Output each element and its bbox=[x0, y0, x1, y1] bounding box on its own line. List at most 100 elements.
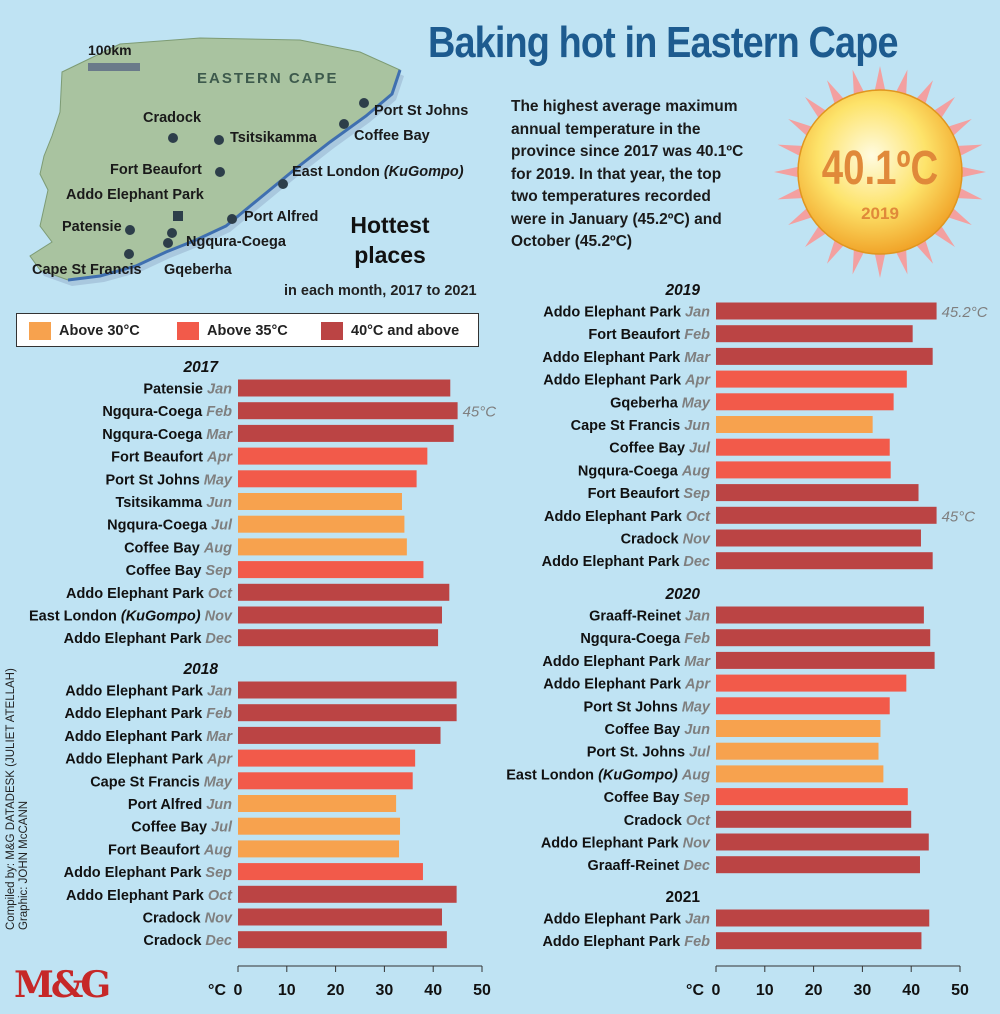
bar-category-label: Cradock Nov bbox=[621, 532, 711, 548]
bar-category-label: Addo Elephant Park Feb bbox=[542, 934, 710, 950]
bar-category-label: Graaff-Reinet Jan bbox=[589, 609, 710, 625]
map-region-label: EASTERN CAPE bbox=[197, 70, 339, 87]
bar bbox=[716, 347, 933, 365]
bar-category-label: Patensie Jan bbox=[143, 382, 232, 398]
bar bbox=[238, 726, 441, 744]
bar bbox=[716, 856, 920, 874]
bar-category-label: Fort Beaufort Sep bbox=[588, 486, 711, 502]
bar bbox=[238, 908, 442, 926]
x-tick-label: 20 bbox=[327, 982, 345, 999]
x-tick-label: 10 bbox=[278, 982, 296, 999]
x-tick-label: 40 bbox=[424, 982, 442, 999]
x-tick-label: 50 bbox=[473, 982, 491, 999]
x-tick-label: 40 bbox=[902, 982, 920, 999]
sun-ray bbox=[895, 69, 908, 97]
bar bbox=[716, 438, 890, 456]
bar bbox=[238, 424, 454, 442]
chart-2017-2018: 2017 Patensie Jan Ngqura-Coega Feb 45°C Ngqura… bbox=[29, 359, 497, 999]
map-place-marker bbox=[168, 133, 178, 143]
bar bbox=[716, 552, 933, 570]
bar-category-label: Addo Elephant Park Oct bbox=[66, 888, 233, 904]
bar-category-label: Coffee Bay Sep bbox=[604, 790, 710, 806]
bar-category-label: Addo Elephant Park Mar bbox=[542, 350, 711, 366]
bar-category-label: Ngqura-Coega Feb bbox=[102, 404, 232, 420]
bar-category-label: Port St Johns May bbox=[106, 472, 233, 488]
bar-category-label: Addo Elephant Park Nov bbox=[541, 836, 711, 852]
sun-ray bbox=[874, 251, 886, 278]
bar-category-label: Addo Elephant Park Mar bbox=[542, 654, 711, 670]
description-text: The highest average maximum annual tempe… bbox=[511, 98, 744, 250]
x-tick-label: 30 bbox=[854, 982, 872, 999]
year-heading: 2019 bbox=[665, 282, 701, 299]
legend-label: Above 30°C bbox=[59, 323, 140, 339]
bar-category-label: Coffee Bay Jul bbox=[609, 441, 711, 457]
bar bbox=[716, 833, 929, 851]
bar bbox=[716, 416, 873, 433]
bar bbox=[716, 720, 881, 737]
sun-value: 40.1ºC bbox=[822, 142, 938, 195]
bar bbox=[716, 506, 937, 524]
x-tick-label: 20 bbox=[805, 982, 823, 999]
bar-category-label: Addo Elephant Park Jan bbox=[65, 684, 232, 700]
bar bbox=[238, 515, 405, 533]
bar-category-label: Port St. Johns Jul bbox=[587, 745, 711, 761]
map-place-label: Tsitsikamma bbox=[230, 130, 317, 146]
bar-category-label: Cape St Francis May bbox=[90, 774, 233, 790]
chart-2019-2021: 2019 Addo Elephant Park Jan 45.2°C Fort Beau… bbox=[506, 282, 988, 999]
bar-category-label: Addo Elephant Park Oct bbox=[66, 586, 233, 602]
legend-item-30: Above 30°C bbox=[29, 322, 140, 340]
sun-ray bbox=[959, 166, 986, 178]
sun-year: 2019 bbox=[861, 204, 899, 223]
legend-label: 40°C and above bbox=[351, 323, 460, 339]
map-place-label: East London (KuGompo) bbox=[292, 164, 464, 180]
year-heading: 2017 bbox=[183, 359, 220, 376]
year-heading: 2018 bbox=[183, 661, 219, 678]
bar bbox=[716, 461, 891, 479]
map-place-label: Addo Elephant Park bbox=[66, 187, 204, 203]
bar-category-label: Addo Elephant Park Apr bbox=[543, 373, 711, 389]
bar bbox=[716, 765, 884, 783]
bar-category-label: Port Alfred Jun bbox=[128, 797, 232, 813]
map-place-marker bbox=[173, 211, 183, 221]
scale-bar bbox=[88, 63, 140, 71]
x-tick-label: 50 bbox=[951, 982, 969, 999]
map-place-label: Cape St Francis bbox=[32, 262, 142, 278]
bar bbox=[238, 931, 447, 949]
map-place-marker bbox=[215, 167, 225, 177]
bar bbox=[238, 493, 402, 510]
bar bbox=[238, 772, 413, 790]
x-axis-label: °C bbox=[208, 982, 226, 999]
bar bbox=[716, 302, 937, 320]
sun-ray bbox=[852, 247, 865, 275]
sun-ray bbox=[777, 144, 805, 157]
bar bbox=[716, 674, 907, 692]
legend-item-40: 40°C and above bbox=[321, 322, 459, 340]
page-title: Baking hot in Eastern Cape bbox=[428, 18, 899, 67]
year-heading: 2021 bbox=[666, 889, 701, 906]
bar-category-label: Cradock Nov bbox=[143, 911, 233, 927]
bar bbox=[238, 749, 416, 767]
legend-swatch bbox=[321, 322, 343, 340]
sun-ray bbox=[774, 166, 801, 178]
bar-category-label: Addo Elephant Park Dec bbox=[542, 554, 710, 570]
bar-category-label: Addo Elephant Park Jan bbox=[543, 912, 710, 928]
x-tick-label: 0 bbox=[712, 982, 721, 999]
bar bbox=[716, 742, 879, 760]
map-place-marker bbox=[167, 228, 177, 238]
bar bbox=[716, 629, 931, 647]
map-place-label: Port Alfred bbox=[244, 209, 319, 225]
sun-graphic: 40.1ºC 2019 bbox=[774, 66, 986, 278]
year-heading: 2020 bbox=[665, 586, 701, 603]
bar bbox=[238, 885, 457, 903]
bar bbox=[716, 529, 921, 547]
map-place-label: Cradock bbox=[143, 110, 202, 126]
bar-category-label: Cradock Dec bbox=[143, 933, 232, 949]
bar-category-label: Fort Beaufort Apr bbox=[111, 450, 233, 466]
map-place-marker bbox=[359, 98, 369, 108]
bar-category-label: Gqeberha May bbox=[610, 395, 711, 411]
bar bbox=[716, 370, 907, 388]
bar-category-label: Fort Beaufort Feb bbox=[588, 327, 710, 343]
x-axis-label: °C bbox=[686, 982, 704, 999]
map-place-marker bbox=[278, 179, 288, 189]
bar-value-label: 45°C bbox=[463, 404, 497, 421]
